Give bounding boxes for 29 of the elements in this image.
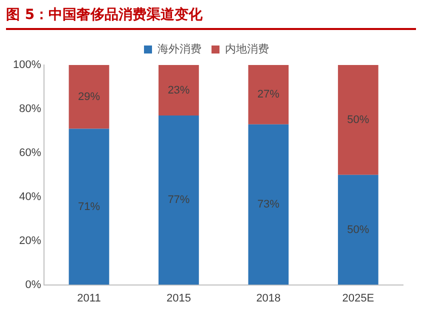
legend-label: 内地消费: [225, 42, 269, 56]
y-tick-label: 0%: [25, 278, 42, 291]
x-tick-label: 2018: [256, 292, 281, 304]
data-label: 29%: [78, 90, 100, 103]
data-label: 23%: [168, 84, 190, 96]
legend-label: 海外消费: [158, 42, 202, 56]
bar: [68, 128, 110, 285]
x-tick-label: 2025E: [342, 292, 374, 304]
y-tick-label: 60%: [19, 146, 42, 159]
x-tick-label: 2011: [77, 292, 101, 304]
bar: [248, 124, 289, 285]
data-label: 73%: [257, 198, 280, 211]
data-label: 50%: [347, 114, 370, 126]
bar: [68, 65, 110, 129]
data-label: 27%: [257, 88, 280, 101]
x-tick-label: 2015: [166, 292, 191, 304]
data-label: 77%: [168, 194, 190, 206]
data-label: 50%: [347, 224, 370, 236]
data-label: 71%: [78, 200, 100, 213]
bar: [248, 65, 289, 124]
chart-title: 图 5：中国奢侈品消费渠道变化: [6, 6, 416, 30]
bar: [158, 65, 199, 116]
y-tick-label: 100%: [12, 59, 42, 72]
y-tick-label: 40%: [19, 190, 42, 203]
bar: [338, 65, 378, 175]
y-tick-label: 20%: [19, 234, 42, 247]
bar: [158, 116, 199, 285]
y-tick-label: 80%: [19, 102, 42, 115]
bar: [338, 174, 378, 285]
